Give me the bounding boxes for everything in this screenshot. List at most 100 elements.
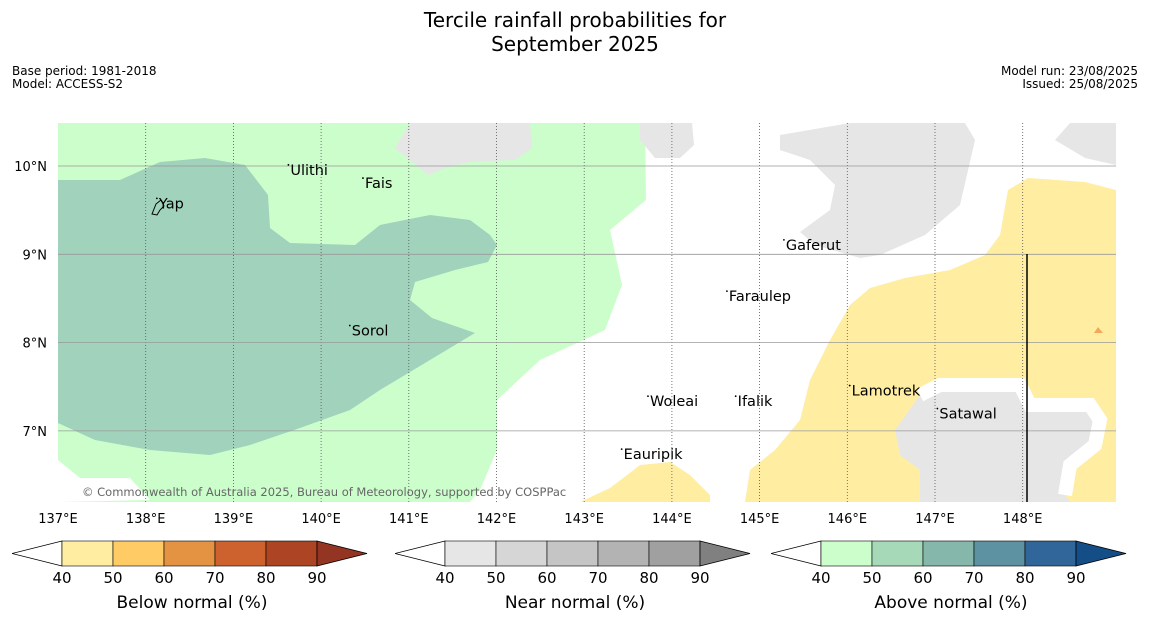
colorbar-tick-label: 80: [1015, 569, 1034, 587]
lat-tick-label: 9°N: [23, 248, 48, 263]
axis-labels: 137°E 138°E 139°E 140°E 141°E 142°E 143°E 144°E…: [14, 160, 1042, 527]
colorbar-tick-label: 80: [256, 569, 275, 587]
lon-tick-label: 140°E: [301, 512, 341, 527]
place-label: Sorol: [352, 324, 389, 340]
near-normal-region-far-northeast: [1055, 123, 1116, 165]
place-marker: [848, 384, 851, 387]
place-label: Lamotrek: [852, 384, 921, 400]
colorbar-segment: [871, 540, 924, 567]
colorbar-max-extension: [699, 540, 751, 567]
lon-tick-label: 143°E: [564, 512, 604, 527]
colorbar-segment: [444, 540, 497, 567]
colorbar-tick-label: 90: [1066, 569, 1085, 587]
place-label: Gaferut: [786, 238, 841, 254]
colorbar-segment: [546, 540, 599, 567]
colorbar-tick-label: 90: [307, 569, 326, 587]
place-marker: [620, 448, 623, 451]
map-regions: [58, 123, 1116, 502]
colorbar-tick-label: 70: [588, 569, 607, 587]
above-normal-50-60-region: [58, 158, 497, 455]
place-label: Eauripik: [624, 447, 683, 463]
lon-tick-label: 147°E: [915, 512, 955, 527]
base-period-text: Base period: 1981-2018: [12, 64, 157, 78]
colorbar-segment: [648, 540, 701, 567]
colorbar-tick-label: 40: [435, 569, 454, 587]
issued-text: Issued: 25/08/2025: [1022, 77, 1138, 91]
colorbar-segment: [597, 540, 650, 567]
colorbar-tick-label: 50: [486, 569, 505, 587]
colorbar-min-extension: [771, 540, 822, 567]
colorbar-label: Near normal (%): [504, 593, 646, 613]
small-island-marker: [1094, 327, 1103, 333]
lat-tick-label: 7°N: [23, 425, 48, 440]
near-normal-region-north: [395, 123, 532, 175]
place-marker: [362, 177, 364, 179]
colorbar-segment: [214, 540, 267, 567]
place-marker: [155, 197, 158, 200]
colorbar-label: Below normal (%): [116, 593, 268, 613]
colorbar-tick-label: 70: [964, 569, 983, 587]
colorbar-segment: [973, 540, 1026, 567]
place-marker: [726, 290, 728, 292]
colorbar: 40 50 60 70 80 90: [771, 540, 1127, 587]
place-marker: [287, 163, 290, 166]
colorbar-segment: [1024, 540, 1077, 567]
below-normal-region-south: [580, 462, 710, 502]
place-marker: [734, 395, 737, 398]
lon-tick-label: 142°E: [477, 512, 517, 527]
yap-island-outline: [151, 199, 165, 216]
lon-tick-label: 144°E: [652, 512, 692, 527]
colorbar-min-extension: [12, 540, 63, 567]
near-normal-region-north-2: [640, 123, 694, 158]
near-normal-region-southeast: [895, 385, 1100, 502]
place-labels: Yap Ulithi Fais Gaferut Faraulep Sorol Lamotre…: [155, 163, 997, 463]
colorbar-segment: [265, 540, 318, 567]
place-label: Woleai: [650, 394, 698, 410]
lon-tick-label: 146°E: [828, 512, 868, 527]
place-marker: [647, 395, 649, 398]
model-run-text: Model run: 23/08/2025: [1000, 64, 1138, 78]
lon-tick-label: 145°E: [740, 512, 780, 527]
meta-right: Model run: 23/08/2025 Issued: 25/08/2025: [1001, 65, 1138, 91]
lat-tick-label: 8°N: [23, 337, 48, 352]
colorbar-min-extension: [395, 540, 446, 567]
near-normal-region-northeast: [780, 123, 975, 258]
colorbar-tick-label: 80: [639, 569, 658, 587]
lon-tick-label: 139°E: [214, 512, 254, 527]
copyright-text: © Commonwealth of Australia 2025, Bureau…: [82, 485, 566, 499]
colorbar-tick-label: 60: [913, 569, 932, 587]
colorbar-segment: [61, 540, 114, 567]
place-label: Yap: [158, 196, 184, 212]
lon-tick-label: 141°E: [389, 512, 429, 527]
no-signal-strip: [710, 490, 740, 502]
colorbar-max-extension: [316, 540, 368, 567]
colorbar-segment: [112, 540, 165, 567]
colorbar-segment: [495, 540, 548, 567]
meta-left: Base period: 1981-2018 Model: ACCESS-S2: [12, 65, 157, 91]
no-signal-buffer: [916, 378, 1108, 497]
colorbar-tick-label: 90: [690, 569, 709, 587]
place-label: Ifalik: [738, 394, 773, 410]
lon-tick-label: 138°E: [126, 512, 166, 527]
lon-tick-label: 148°E: [1003, 512, 1043, 527]
colorbar-tick-label: 40: [811, 569, 830, 587]
map-gridlines: [58, 123, 1116, 502]
colorbar-tick-label: 50: [862, 569, 881, 587]
place-label: Ulithi: [290, 163, 328, 179]
chart-title: Tercile rainfall probabilities for Septe…: [0, 8, 1150, 56]
colorbar-label: Above normal (%): [874, 593, 1028, 613]
colorbar-tick-label: 50: [103, 569, 122, 587]
colorbar-tick-label: 60: [154, 569, 173, 587]
colorbar-segment: [163, 540, 216, 567]
title-line-1: Tercile rainfall probabilities for: [423, 8, 727, 32]
colorbar: 40 50 60 70 80 90: [395, 540, 751, 587]
colorbar-segment: [820, 540, 873, 567]
colorbar-max-extension: [1075, 540, 1127, 567]
place-label: Fais: [365, 176, 392, 192]
model-text: Model: ACCESS-S2: [12, 77, 124, 91]
colorbar-tick-label: 60: [537, 569, 556, 587]
no-signal-gap: [58, 460, 150, 502]
lon-tick-label: 137°E: [38, 512, 78, 527]
title-line-2: September 2025: [491, 32, 659, 56]
